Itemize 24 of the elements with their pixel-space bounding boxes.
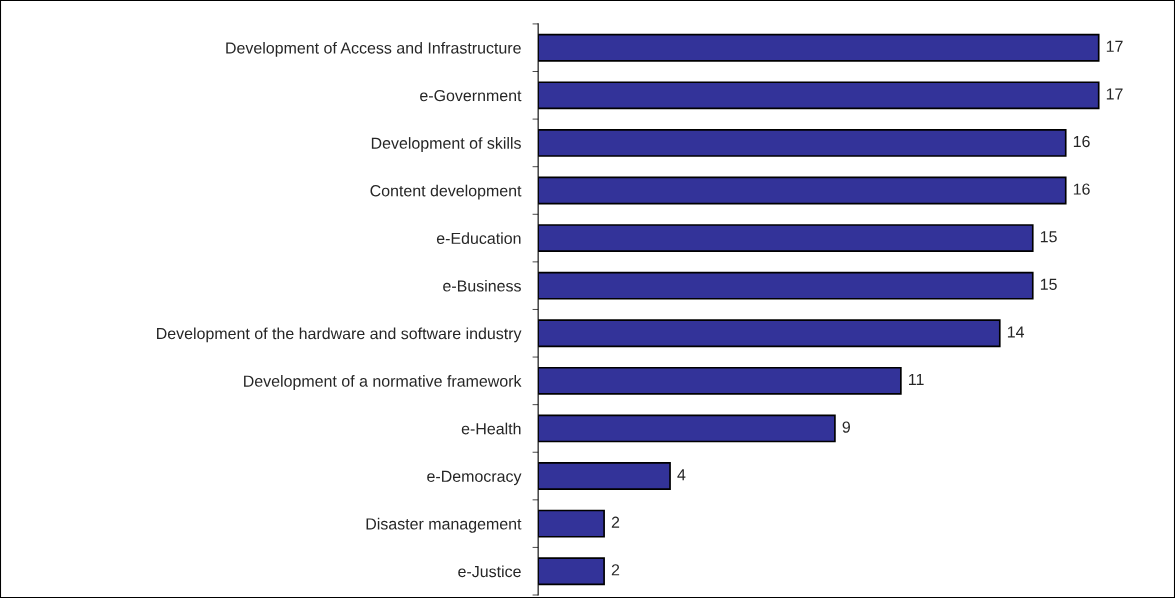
y-tick-label: Development of skills [371, 137, 521, 152]
data-label: 14 [1007, 326, 1025, 338]
y-tick-label: Content development [370, 184, 522, 200]
data-label: 17 [1106, 40, 1123, 52]
data-label: 11 [909, 373, 924, 385]
data-label: 16 [1073, 135, 1090, 148]
data-label: 4 [677, 469, 686, 481]
y-tick-label: e-Government [420, 89, 522, 102]
data-label: 15 [1040, 278, 1057, 290]
data-label: 9 [842, 421, 850, 433]
data-label: 16 [1073, 183, 1090, 195]
y-tick-label: Development of the hardware and software industry [157, 327, 522, 343]
data-label: 2 [611, 564, 620, 576]
y-tick-label: Development of a normative framework [244, 375, 522, 390]
y-tick-label: Development of Access and Infrastructure [226, 41, 521, 57]
y-tick-label: e-Education [436, 232, 521, 245]
data-label: 2 [611, 516, 620, 528]
data-label: 17 [1106, 88, 1123, 100]
y-tick-label: e-Justice [458, 565, 521, 578]
y-tick-label: e-Democracy [427, 470, 522, 486]
data-label: 15 [1040, 231, 1057, 243]
y-tick-label: e-Business [443, 279, 521, 292]
y-tick-label: Disaster management [366, 517, 522, 533]
y-tick-label: e-Health [461, 422, 521, 435]
